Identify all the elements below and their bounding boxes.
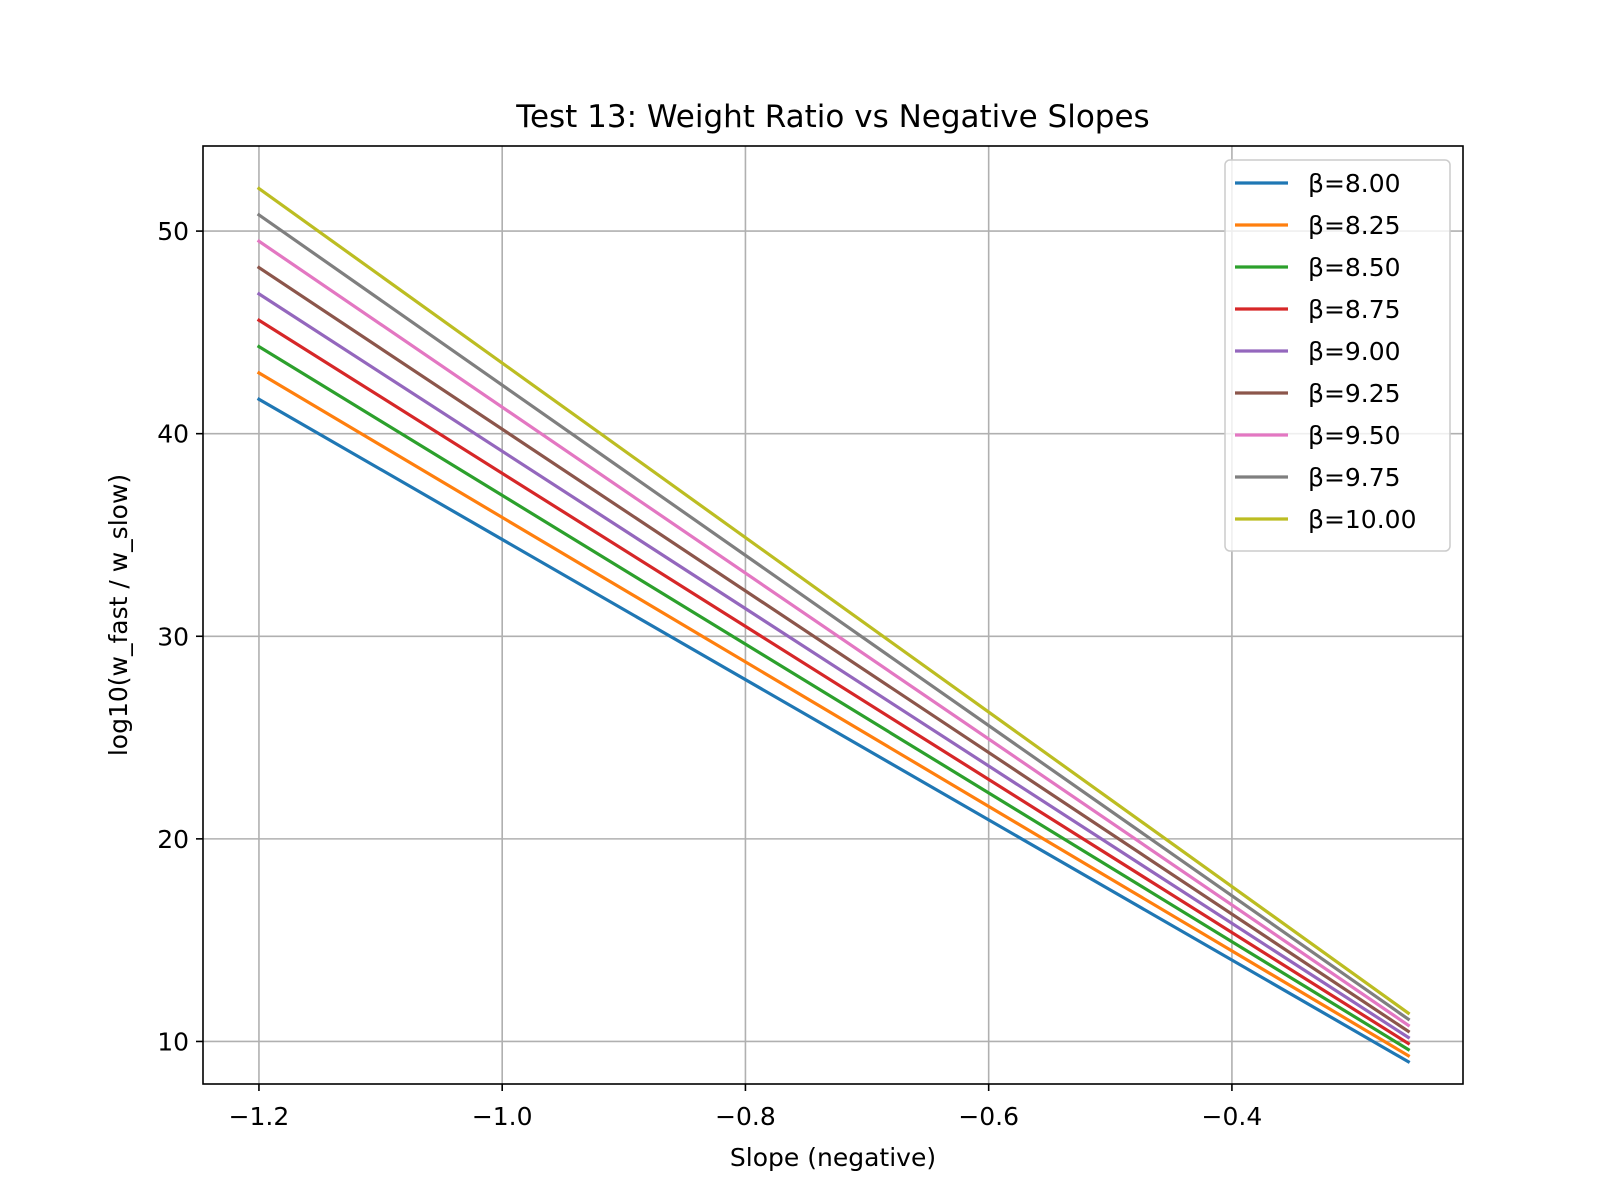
- x-tick-label: −0.6: [958, 1102, 1019, 1131]
- series-line: [256, 318, 1411, 1046]
- y-tick-label: 40: [157, 420, 189, 449]
- legend: β=8.00 β=8.25 β=8.50 β=8.75 β=9.00 β=9.25 β=9.…: [1224, 159, 1451, 552]
- y-axis-label: log10(w_fast / w_slow): [104, 474, 133, 756]
- legend-label: β=9.25: [1308, 379, 1401, 408]
- legend-label: β=8.50: [1308, 253, 1401, 282]
- series-line: [256, 265, 1411, 1034]
- series-line: [256, 212, 1411, 1022]
- y-tick-label: 20: [157, 825, 189, 854]
- series-line: [256, 344, 1411, 1052]
- legend-box: [1224, 159, 1451, 552]
- series-line: [256, 370, 1411, 1058]
- legend-label: β=8.75: [1308, 295, 1401, 324]
- legend-label: β=9.75: [1308, 463, 1401, 492]
- series-line: [256, 238, 1411, 1028]
- legend-label: β=9.00: [1308, 337, 1401, 366]
- series-line: [256, 186, 1411, 1016]
- y-tick-label: 50: [157, 217, 189, 246]
- y-tick-label: 10: [157, 1027, 189, 1056]
- axis-ticks: −1.2 −1.0 −0.8 −0.6 −0.4 10 20 30 40 50: [157, 217, 1262, 1131]
- x-tick-label: −0.8: [715, 1102, 776, 1131]
- legend-label: β=9.50: [1308, 421, 1401, 450]
- x-tick-label: −0.4: [1202, 1102, 1263, 1131]
- x-axis-label: Slope (negative): [730, 1143, 936, 1172]
- chart-title: Test 13: Weight Ratio vs Negative Slopes: [515, 99, 1149, 135]
- plot-frame: [202, 145, 1464, 1085]
- legend-label: β=10.00: [1308, 505, 1416, 534]
- series-lines: [256, 186, 1411, 1064]
- x-tick-label: −1.0: [472, 1102, 533, 1131]
- legend-label: β=8.00: [1308, 169, 1401, 198]
- series-line: [256, 397, 1411, 1064]
- x-tick-label: −1.2: [229, 1102, 290, 1131]
- legend-label: β=8.25: [1308, 211, 1401, 240]
- series-line: [256, 291, 1411, 1040]
- y-tick-label: 30: [157, 622, 189, 651]
